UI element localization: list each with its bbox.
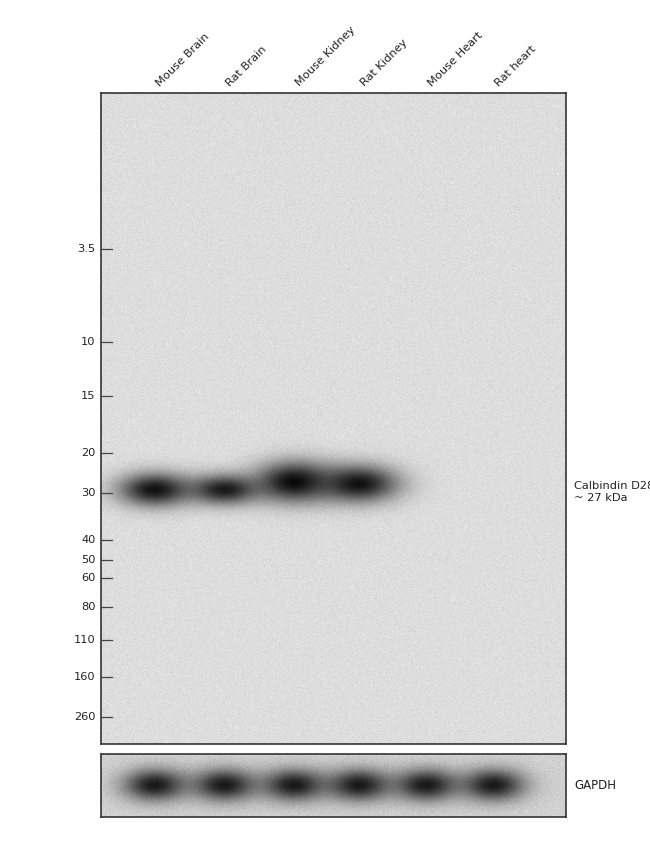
Text: Mouse Heart: Mouse Heart bbox=[426, 30, 484, 88]
Text: 80: 80 bbox=[81, 602, 96, 612]
Text: Calbindin D28K
~ 27 kDa: Calbindin D28K ~ 27 kDa bbox=[574, 481, 650, 503]
Text: Mouse Kidney: Mouse Kidney bbox=[294, 25, 357, 88]
Text: 60: 60 bbox=[81, 573, 96, 583]
Text: 10: 10 bbox=[81, 337, 96, 347]
Text: 50: 50 bbox=[81, 556, 96, 565]
Text: 110: 110 bbox=[74, 635, 96, 645]
Text: Mouse Brain: Mouse Brain bbox=[154, 31, 211, 88]
Text: 15: 15 bbox=[81, 391, 96, 401]
Text: 30: 30 bbox=[81, 489, 96, 499]
Text: 20: 20 bbox=[81, 448, 96, 458]
Text: 3.5: 3.5 bbox=[77, 244, 96, 254]
Text: Rat Brain: Rat Brain bbox=[224, 44, 268, 88]
Text: 40: 40 bbox=[81, 535, 96, 545]
Text: Rat Kidney: Rat Kidney bbox=[359, 38, 410, 88]
Text: 260: 260 bbox=[74, 712, 96, 722]
Text: Rat heart: Rat heart bbox=[493, 44, 538, 88]
Text: GAPDH: GAPDH bbox=[574, 779, 616, 792]
Text: 160: 160 bbox=[74, 671, 96, 681]
